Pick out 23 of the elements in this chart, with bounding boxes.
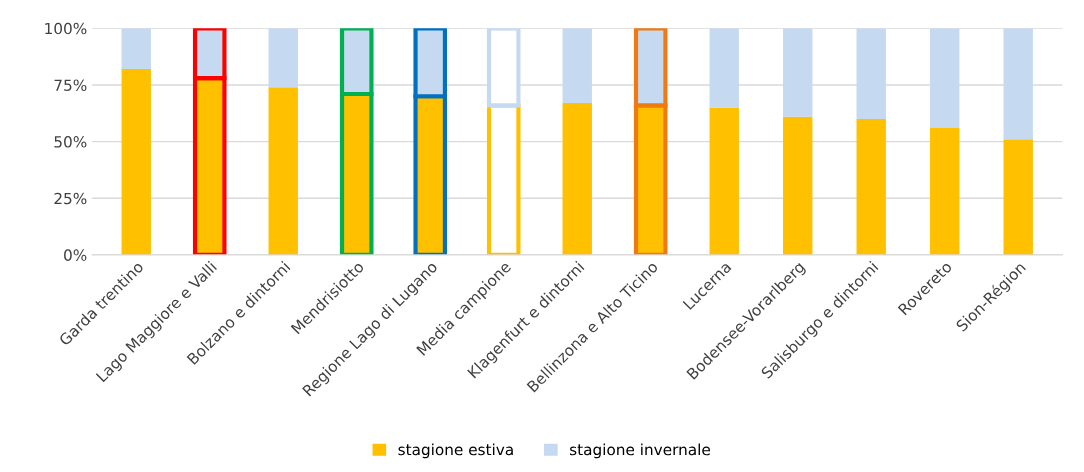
y-tick-label: 25% xyxy=(54,192,87,205)
y-tick-label: 100% xyxy=(45,22,87,35)
legend-label: stagione estiva xyxy=(398,443,513,459)
bar xyxy=(268,87,298,255)
bar xyxy=(709,107,739,255)
bar xyxy=(709,28,739,108)
bar xyxy=(783,28,813,117)
legend-label: stagione invernale xyxy=(570,443,710,459)
bar xyxy=(121,69,151,255)
bar xyxy=(562,103,592,255)
bar xyxy=(783,116,813,255)
y-tick-label: 50% xyxy=(54,136,87,148)
bar xyxy=(930,28,960,129)
bar xyxy=(856,28,886,119)
bar xyxy=(121,28,151,70)
bar xyxy=(856,118,886,255)
y-tick-label: 0% xyxy=(64,249,87,261)
bar xyxy=(1003,139,1033,255)
bar xyxy=(930,128,960,255)
bar xyxy=(1003,28,1033,140)
bar xyxy=(268,28,298,88)
y-tick-label: 75% xyxy=(54,79,87,91)
bar xyxy=(562,28,592,104)
